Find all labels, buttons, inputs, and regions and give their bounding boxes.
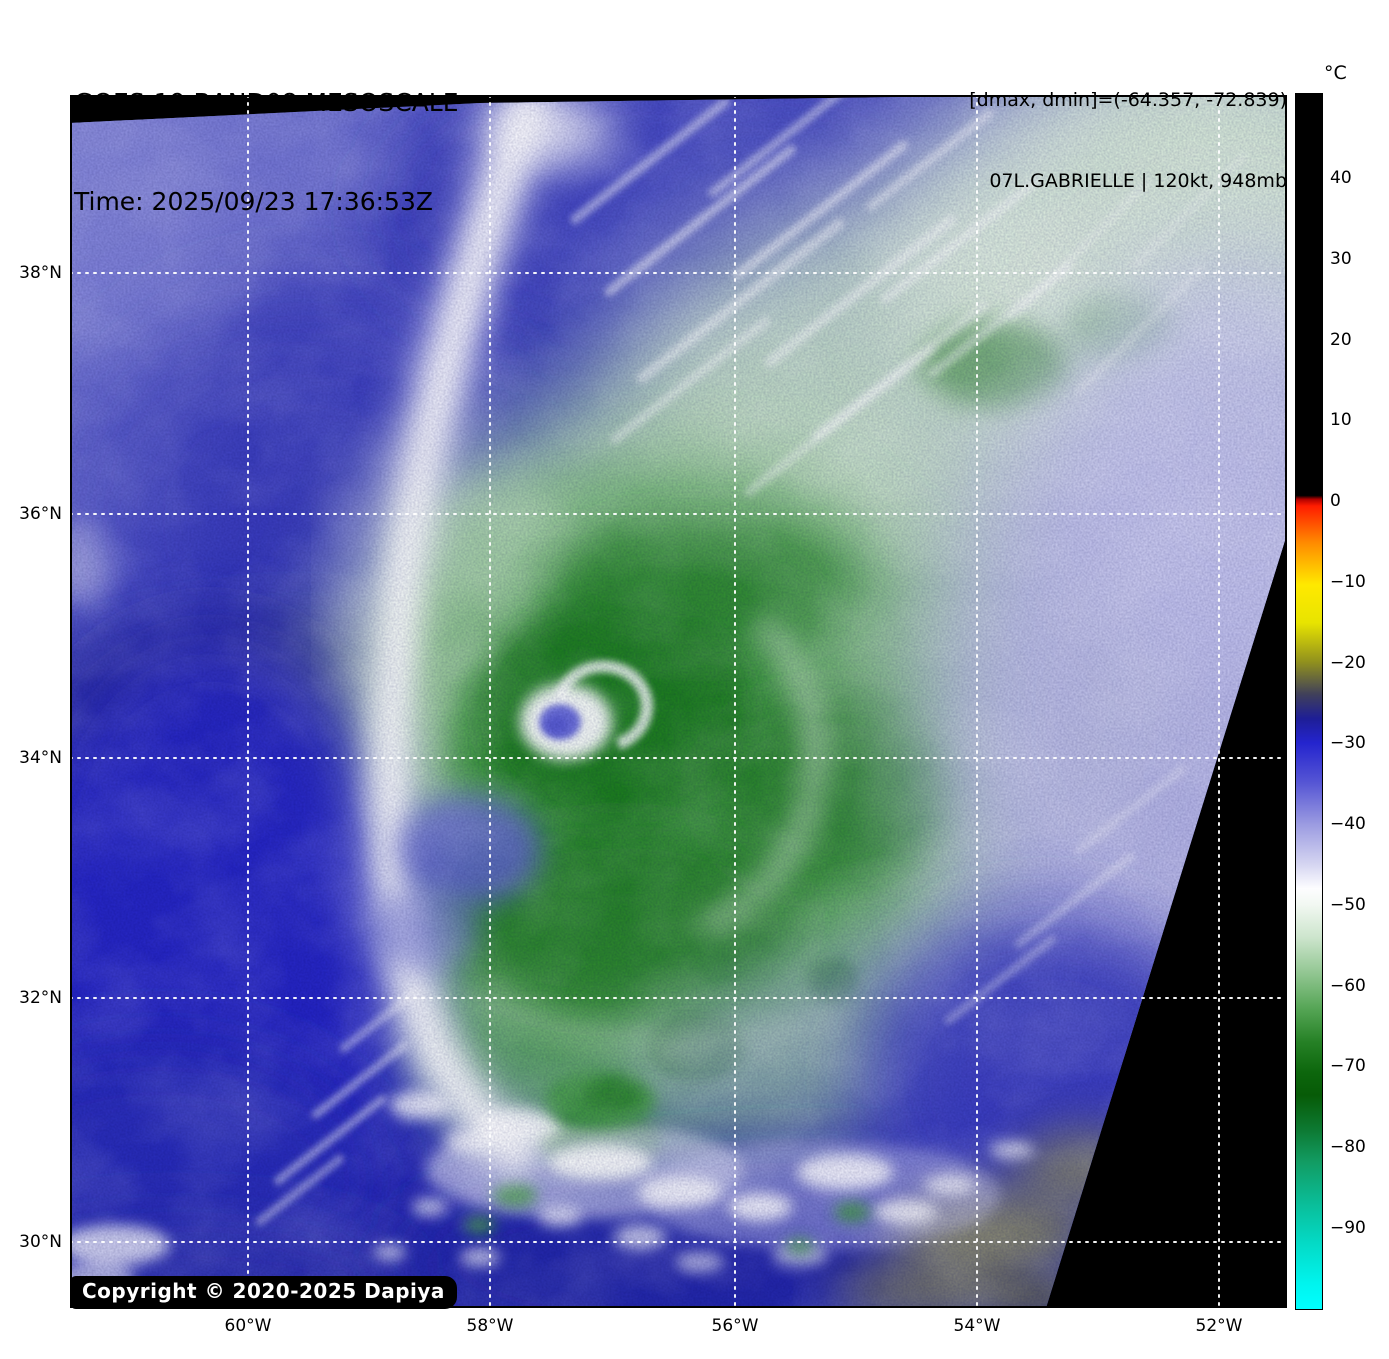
colorbar-tick: −70	[1330, 1056, 1366, 1076]
lat-tick: 34°N	[19, 748, 62, 768]
map-border	[70, 95, 1287, 1308]
lon-tick: 60°W	[224, 1316, 272, 1336]
colorbar-tick: 40	[1330, 168, 1352, 188]
grain-texture	[70, 95, 1287, 1308]
figure-title: GOES-19 BAND08 MESOSCALE Time: 2025/09/2…	[74, 20, 459, 251]
lon-tick: 52°W	[1195, 1316, 1243, 1336]
colorbar-tick: −50	[1330, 895, 1366, 915]
colorbar-tick: −80	[1330, 1137, 1366, 1157]
lat-tick: 38°N	[19, 263, 62, 283]
colorbar	[1295, 93, 1323, 1310]
lon-tick: 58°W	[466, 1316, 514, 1336]
lat-tick: 30°N	[19, 1232, 62, 1252]
colorbar-tick: −40	[1330, 814, 1366, 834]
lat-tick: 36°N	[19, 504, 62, 524]
colorbar-tick: −20	[1330, 653, 1366, 673]
colorbar-tick: 30	[1330, 249, 1352, 269]
satellite-image	[70, 95, 1287, 1308]
time-line: Time: 2025/09/23 17:36:53Z	[74, 187, 433, 216]
copyright-badge: Copyright © 2020-2025 Dapiya	[70, 1276, 457, 1309]
lon-tick: 56°W	[711, 1316, 759, 1336]
colorbar-tick: −30	[1330, 733, 1366, 753]
storm-annotation: 07L.GABRIELLE | 120kt, 948mb	[989, 170, 1287, 192]
colorbar-tick: −60	[1330, 976, 1366, 996]
annotation-block: [dmax, dmin]=(-64.357, -72.839) 07L.GABR…	[969, 33, 1287, 222]
lat-tick: 32°N	[19, 988, 62, 1008]
colorbar-tick: 10	[1330, 410, 1352, 430]
title-line: GOES-19 BAND08 MESOSCALE	[74, 88, 459, 117]
colorbar-tick: −10	[1330, 572, 1366, 592]
lon-tick: 54°W	[953, 1316, 1001, 1336]
graticule	[70, 95, 1287, 1308]
range-annotation: [dmax, dmin]=(-64.357, -72.839)	[969, 89, 1287, 111]
colorbar-tick: −90	[1330, 1218, 1366, 1238]
colorbar-tick: 20	[1330, 330, 1352, 350]
colorbar-tick: 0	[1330, 491, 1341, 511]
colorbar-unit-label: °C	[1324, 62, 1347, 84]
scan-data-region	[70, 95, 1287, 1308]
